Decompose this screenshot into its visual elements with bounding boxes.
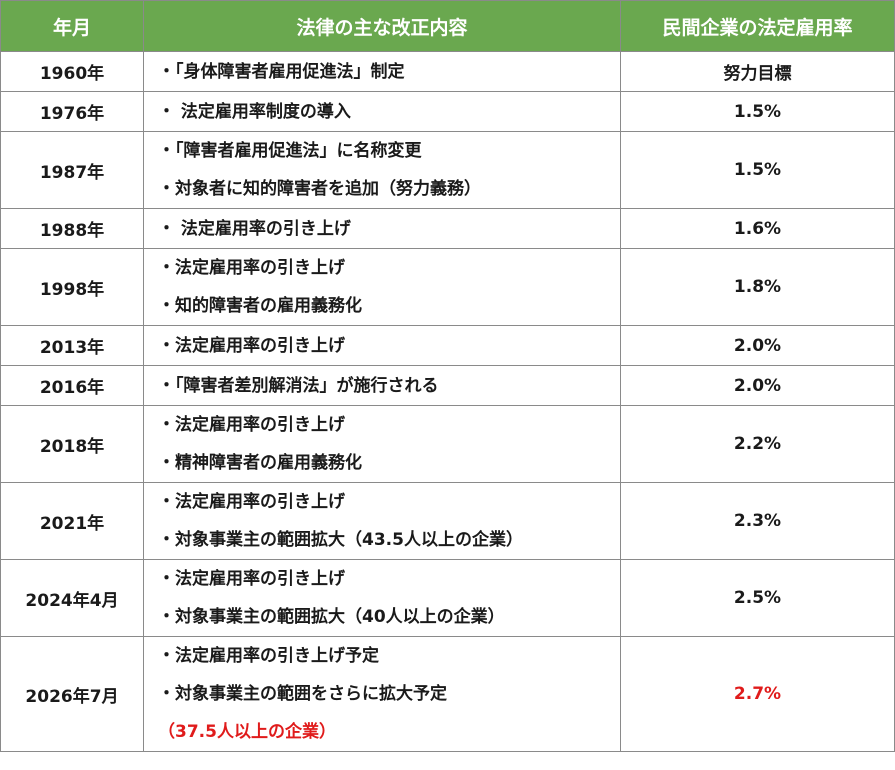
employment-rate-cell: 1.8% [620,248,895,326]
law-content-cell: ・ 法定雇用率制度の導入 [143,91,621,132]
employment-rate-cell: 2.0% [620,325,895,366]
table-row: 2026年7月 ・法定雇用率の引き上げ予定・対象事業主の範囲をさらに拡大予定 （37… [0,636,895,752]
law-content-item: ・精神障害者の雇用義務化 [158,453,362,473]
table-row: 1998年 ・法定雇用率の引き上げ ・知的障害者の雇用義務化 1.8% [0,248,895,326]
table-row: 1976年・ 法定雇用率制度の導入 1.5% [0,91,895,132]
year-cell: 1960年 [0,51,144,92]
law-content-cell: ・法定雇用率の引き上げ ・精神障害者の雇用義務化 [143,405,621,483]
law-content-item: ・法定雇用率の引き上げ [158,335,345,356]
law-content-item: ・「身体障害者雇用促進法」制定 [158,61,405,82]
law-content-item: ・ 法定雇用率制度の導入 [158,101,351,122]
year-cell: 2013年 [0,325,144,366]
year-cell: 2026年7月 [0,636,144,752]
law-content-item: ・ 法定雇用率の引き上げ [158,218,351,239]
year-cell: 2016年 [0,365,144,406]
employment-rate-cell: 努力目標 [620,51,895,92]
table-row: 2016年 ・「障害者差別解消法」が施行される 2.0% [0,365,895,406]
law-content-item: ・「障害者雇用促進法」に名称変更 [158,141,422,161]
employment-rate-cell: 2.5% [620,559,895,637]
table-row: 2024年4月 ・法定雇用率の引き上げ ・対象事業主の範囲拡大（40人以上の企業） 2… [0,559,895,637]
header-law-content: 法律の主な改正内容 [143,0,621,52]
header-row: 年月 法律の主な改正内容 民間企業の法定雇用率 [0,0,895,52]
employment-rate-cell: 2.0% [620,365,895,406]
law-content-cell: ・「身体障害者雇用促進法」制定 [143,51,621,92]
law-content-item: ・対象者に知的障害者を追加（努力義務） [158,179,481,199]
table-body: 1960年 ・「身体障害者雇用促進法」制定 努力目標 1976年・ 法定雇用率制度の導… [0,51,895,752]
table-row: 1988年・ 法定雇用率の引き上げ 1.6% [0,208,895,249]
table-row: 2021年 ・法定雇用率の引き上げ ・対象事業主の範囲拡大（43.5人以上の企業） 2… [0,482,895,560]
table-row: 2018年 ・法定雇用率の引き上げ ・精神障害者の雇用義務化 2.2% [0,405,895,483]
law-content-item: ・知的障害者の雇用義務化 [158,296,362,316]
law-content-item: ・対象事業主の範囲をさらに拡大予定 [158,684,447,704]
law-content-cell: ・法定雇用率の引き上げ ・知的障害者の雇用義務化 [143,248,621,326]
year-cell: 2018年 [0,405,144,483]
header-year: 年月 [0,0,144,52]
law-content-cell: ・法定雇用率の引き上げ・対象事業主の範囲拡大（40人以上の企業） [143,559,621,637]
year-cell: 1987年 [0,131,144,209]
employment-rate-cell: 2.7% [620,636,895,752]
law-content-cell: ・ 法定雇用率の引き上げ [143,208,621,249]
law-content-item: ・対象事業主の範囲拡大（43.5人以上の企業） [158,530,523,550]
law-content-item: ・法定雇用率の引き上げ [158,492,345,512]
law-content-item: ・法定雇用率の引き上げ [158,569,345,589]
law-content-cell: ・「障害者差別解消法」が施行される [143,365,621,406]
law-content-item: ・法定雇用率の引き上げ予定 [158,646,379,666]
year-cell: 1998年 [0,248,144,326]
table-row: 1987年 ・「障害者雇用促進法」に名称変更・対象者に知的障害者を追加（努力義務）… [0,131,895,209]
table-row: 2013年 ・法定雇用率の引き上げ 2.0% [0,325,895,366]
law-content-item: （37.5人以上の企業） [158,722,336,742]
law-content-item: ・「障害者差別解消法」が施行される [158,375,439,396]
employment-rate-cell: 2.2% [620,405,895,483]
table-row: 1960年 ・「身体障害者雇用促進法」制定 努力目標 [0,51,895,92]
employment-rate-cell: 1.6% [620,208,895,249]
employment-rate-cell: 1.5% [620,91,895,132]
law-content-item: ・法定雇用率の引き上げ [158,258,345,278]
year-cell: 1988年 [0,208,144,249]
employment-rate-cell: 2.3% [620,482,895,560]
year-cell: 1976年 [0,91,144,132]
header-employment-rate: 民間企業の法定雇用率 [620,0,895,52]
law-content-cell: ・法定雇用率の引き上げ [143,325,621,366]
year-cell: 2021年 [0,482,144,560]
law-revision-table: 年月 法律の主な改正内容 民間企業の法定雇用率 1960年 ・「身体障害者雇用促進… [0,0,895,752]
year-cell: 2024年4月 [0,559,144,637]
law-content-item: ・対象事業主の範囲拡大（40人以上の企業） [158,607,505,627]
law-content-cell: ・「障害者雇用促進法」に名称変更・対象者に知的障害者を追加（努力義務） [143,131,621,209]
employment-rate-cell: 1.5% [620,131,895,209]
law-content-item: ・法定雇用率の引き上げ [158,415,345,435]
law-content-cell: ・法定雇用率の引き上げ予定・対象事業主の範囲をさらに拡大予定 （37.5人以上の企… [143,636,621,752]
law-content-cell: ・法定雇用率の引き上げ・対象事業主の範囲拡大（43.5人以上の企業） [143,482,621,560]
